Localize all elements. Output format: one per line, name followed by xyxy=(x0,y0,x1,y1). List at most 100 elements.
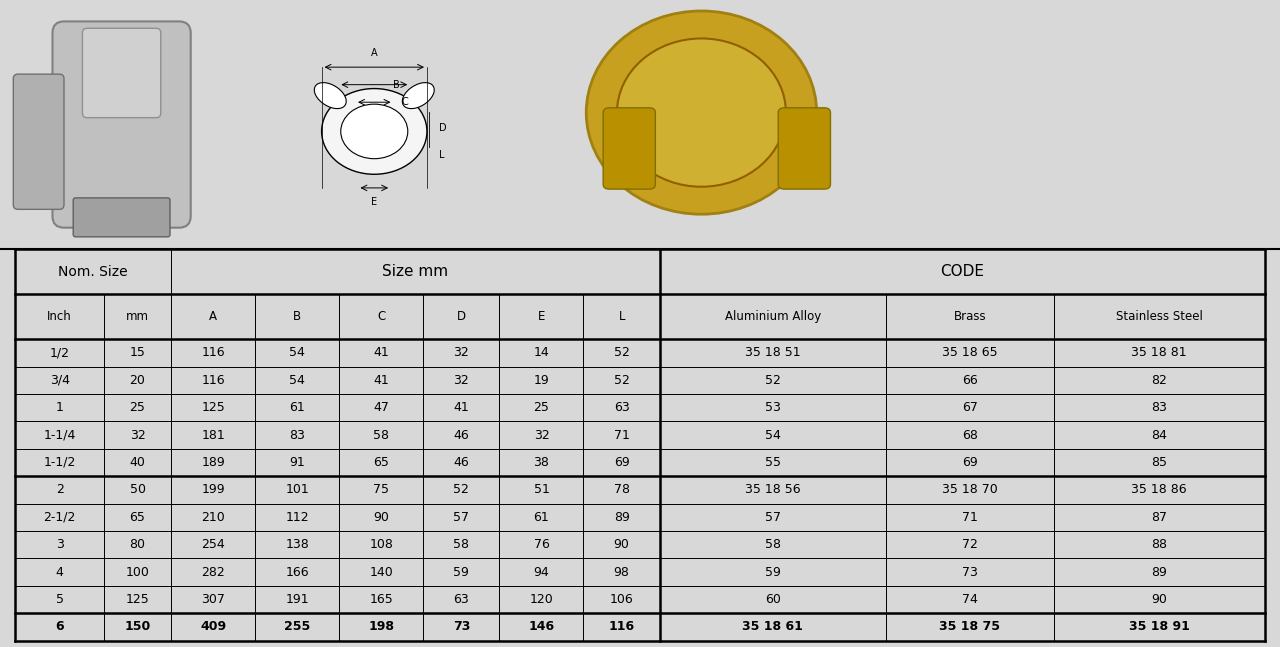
Bar xyxy=(255,476,339,503)
Text: 46: 46 xyxy=(453,428,470,441)
Bar xyxy=(1053,586,1265,613)
Bar xyxy=(584,503,660,531)
Bar xyxy=(886,613,1053,641)
Bar xyxy=(1053,294,1265,339)
Bar xyxy=(255,339,339,366)
Bar xyxy=(886,476,1053,503)
Bar xyxy=(339,421,424,449)
Text: 116: 116 xyxy=(608,620,635,633)
Text: 254: 254 xyxy=(201,538,225,551)
Bar xyxy=(172,421,255,449)
Text: 307: 307 xyxy=(201,593,225,606)
Text: 58: 58 xyxy=(765,538,781,551)
Bar xyxy=(339,558,424,586)
Text: 41: 41 xyxy=(374,346,389,359)
Text: 65: 65 xyxy=(129,510,146,523)
Bar xyxy=(660,558,886,586)
Bar xyxy=(660,503,886,531)
Text: 32: 32 xyxy=(453,346,470,359)
Bar xyxy=(886,531,1053,558)
Text: B: B xyxy=(293,310,301,323)
Text: 41: 41 xyxy=(374,374,389,387)
Bar xyxy=(104,294,172,339)
Bar xyxy=(886,558,1053,586)
Bar xyxy=(172,503,255,531)
Bar xyxy=(584,294,660,339)
Text: 84: 84 xyxy=(1151,428,1167,441)
Text: CODE: CODE xyxy=(941,264,984,279)
Bar xyxy=(424,421,499,449)
Bar xyxy=(424,394,499,421)
Bar xyxy=(339,394,424,421)
Text: 58: 58 xyxy=(453,538,470,551)
Bar xyxy=(424,613,499,641)
Text: 54: 54 xyxy=(765,428,781,441)
Text: 90: 90 xyxy=(374,510,389,523)
Text: 198: 198 xyxy=(369,620,394,633)
Text: 82: 82 xyxy=(1151,374,1167,387)
Bar xyxy=(886,449,1053,476)
Text: 140: 140 xyxy=(369,565,393,578)
Text: 32: 32 xyxy=(129,428,146,441)
Text: 68: 68 xyxy=(963,428,978,441)
Text: 53: 53 xyxy=(765,401,781,414)
Bar xyxy=(424,558,499,586)
Text: 46: 46 xyxy=(453,456,470,469)
Bar xyxy=(1053,394,1265,421)
Text: 76: 76 xyxy=(534,538,549,551)
Bar xyxy=(15,367,104,394)
Bar xyxy=(339,476,424,503)
Bar xyxy=(660,394,886,421)
Text: 61: 61 xyxy=(534,510,549,523)
Text: 35 18 91: 35 18 91 xyxy=(1129,620,1189,633)
Bar xyxy=(660,294,886,339)
Bar xyxy=(584,449,660,476)
Bar xyxy=(886,294,1053,339)
Text: 2: 2 xyxy=(56,483,64,496)
Text: 165: 165 xyxy=(369,593,393,606)
Bar xyxy=(172,394,255,421)
Text: mm: mm xyxy=(125,310,148,323)
Text: 15: 15 xyxy=(129,346,146,359)
Text: 83: 83 xyxy=(1151,401,1167,414)
Bar xyxy=(1053,421,1265,449)
Bar xyxy=(255,558,339,586)
Bar xyxy=(424,476,499,503)
Text: 50: 50 xyxy=(129,483,146,496)
Bar xyxy=(886,339,1053,366)
Text: 14: 14 xyxy=(534,346,549,359)
Bar xyxy=(104,476,172,503)
Text: 54: 54 xyxy=(289,374,305,387)
Text: A: A xyxy=(209,310,218,323)
Bar xyxy=(339,613,424,641)
Bar xyxy=(584,476,660,503)
Bar xyxy=(255,503,339,531)
Text: 80: 80 xyxy=(129,538,146,551)
Bar xyxy=(15,476,104,503)
Bar xyxy=(424,531,499,558)
Bar xyxy=(255,367,339,394)
Text: 52: 52 xyxy=(765,374,781,387)
Text: D: D xyxy=(457,310,466,323)
Bar xyxy=(584,421,660,449)
Bar xyxy=(104,421,172,449)
Text: 116: 116 xyxy=(201,374,225,387)
Bar xyxy=(499,421,584,449)
Bar xyxy=(660,249,1265,294)
Bar xyxy=(499,503,584,531)
Text: 6: 6 xyxy=(55,620,64,633)
Bar xyxy=(584,367,660,394)
Text: 94: 94 xyxy=(534,565,549,578)
Text: Stainless Steel: Stainless Steel xyxy=(1116,310,1203,323)
Bar xyxy=(104,449,172,476)
Text: 1: 1 xyxy=(56,401,64,414)
Bar xyxy=(424,586,499,613)
Bar xyxy=(660,421,886,449)
Bar xyxy=(339,531,424,558)
Text: 59: 59 xyxy=(453,565,470,578)
Text: 90: 90 xyxy=(613,538,630,551)
Bar xyxy=(104,394,172,421)
Bar xyxy=(255,531,339,558)
Text: 87: 87 xyxy=(1151,510,1167,523)
Text: 67: 67 xyxy=(963,401,978,414)
